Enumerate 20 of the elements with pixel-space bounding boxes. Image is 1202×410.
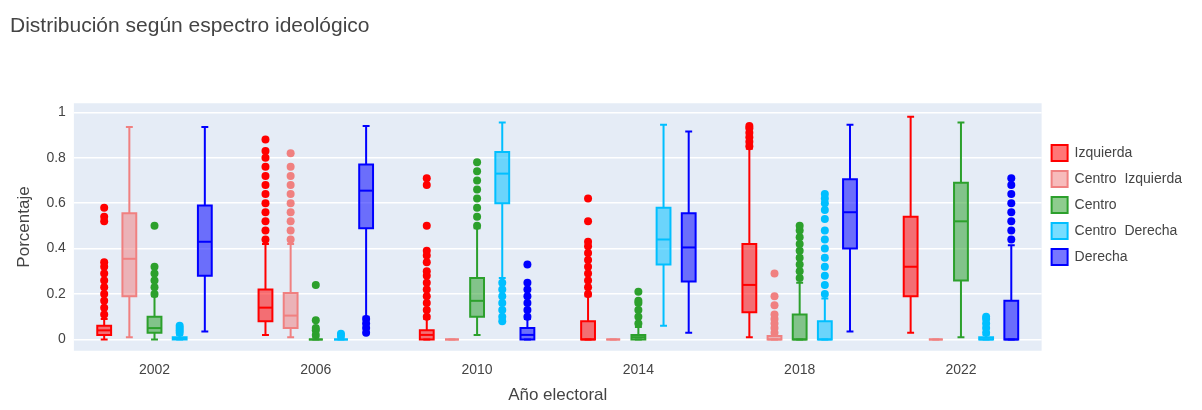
y-tick-label: 0 — [58, 330, 67, 347]
y-tick-label: 0.2 — [46, 284, 67, 301]
y-tick-label: 0.4 — [46, 239, 67, 256]
x-tick-label: 2002 — [138, 361, 171, 378]
x-tick-label: 2022 — [945, 361, 977, 378]
legend-label: Derecha — [1074, 247, 1128, 264]
x-tick-label: 2006 — [300, 361, 332, 378]
x-tick-label: 2014 — [622, 361, 655, 378]
legend-label: Centro Izquierda — [1074, 169, 1183, 186]
y-tick-label: 0.6 — [46, 194, 67, 211]
x-tick-label: 2010 — [461, 361, 493, 378]
x-tick-label: 2018 — [784, 361, 816, 378]
y-tick-label: 1 — [58, 103, 67, 120]
legend-label: Centro Derecha — [1074, 221, 1178, 238]
y-axis-title: Porcentaje — [13, 186, 33, 268]
y-tick-label: 0.8 — [46, 148, 67, 165]
legend-label: Izquierda — [1074, 143, 1133, 160]
legend-label: Centro — [1074, 195, 1117, 212]
x-axis-title: Año electoral — [508, 385, 608, 405]
chart-title: Distribución según espectro ideológico — [10, 13, 370, 37]
